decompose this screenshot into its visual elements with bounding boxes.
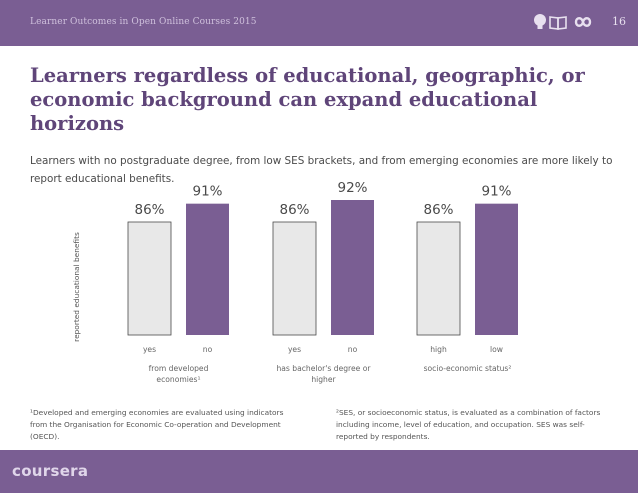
header-icons bbox=[534, 14, 592, 30]
category-label: yes bbox=[143, 345, 156, 354]
slide-title: Learners regardless of educational, geog… bbox=[30, 64, 585, 135]
bar-yes bbox=[127, 221, 172, 336]
bar-no bbox=[186, 203, 229, 335]
bar-no bbox=[331, 200, 374, 335]
category-label: no bbox=[348, 345, 358, 354]
data-label: 86% bbox=[423, 202, 453, 218]
lightbulb-icon bbox=[534, 14, 546, 29]
top-bar: Learner Outcomes in Open Online Courses … bbox=[0, 0, 638, 46]
group-label: has bachelor's degree or higher bbox=[276, 364, 371, 384]
group-label-line: economies¹ bbox=[156, 375, 200, 384]
data-label: 91% bbox=[192, 184, 222, 200]
coursera-logo: coursera bbox=[12, 462, 89, 480]
data-label: 92% bbox=[337, 180, 367, 196]
category-label: low bbox=[490, 345, 503, 354]
category-label: no bbox=[203, 345, 213, 354]
group-label: from developed economies¹ bbox=[149, 364, 209, 384]
group-label-line: from developed bbox=[149, 364, 209, 373]
group-label: socio-economic status² bbox=[424, 364, 512, 373]
deck-title: Learner Outcomes in Open Online Courses … bbox=[30, 17, 257, 27]
group-label-line: socio-economic status² bbox=[424, 364, 512, 373]
slide-subtitle: Learners with no postgraduate degree, fr… bbox=[30, 155, 613, 185]
bar-yes bbox=[272, 221, 317, 336]
infinity-icon bbox=[574, 17, 592, 27]
group-label-line: has bachelor's degree or bbox=[276, 364, 371, 373]
footnote-right: ²SES, or socioeconomic status, is evalua… bbox=[336, 408, 601, 441]
bottom-bar: coursera bbox=[0, 450, 638, 493]
category-label: high bbox=[430, 345, 447, 354]
group-label-line: higher bbox=[311, 375, 336, 384]
open-book-icon bbox=[549, 16, 567, 30]
footnote-left: ¹Developed and emerging economies are ev… bbox=[30, 408, 284, 441]
data-label: 86% bbox=[134, 202, 164, 218]
data-label: 91% bbox=[481, 184, 511, 200]
data-label: 86% bbox=[279, 202, 309, 218]
bar-chart: reported educational benefits 86% yes 91% no… bbox=[72, 180, 518, 384]
bar-low bbox=[475, 203, 518, 335]
y-axis-label: reported educational benefits bbox=[72, 232, 81, 342]
bar-high bbox=[416, 221, 461, 336]
category-label: yes bbox=[288, 345, 301, 354]
page-number: 16 bbox=[612, 15, 626, 28]
